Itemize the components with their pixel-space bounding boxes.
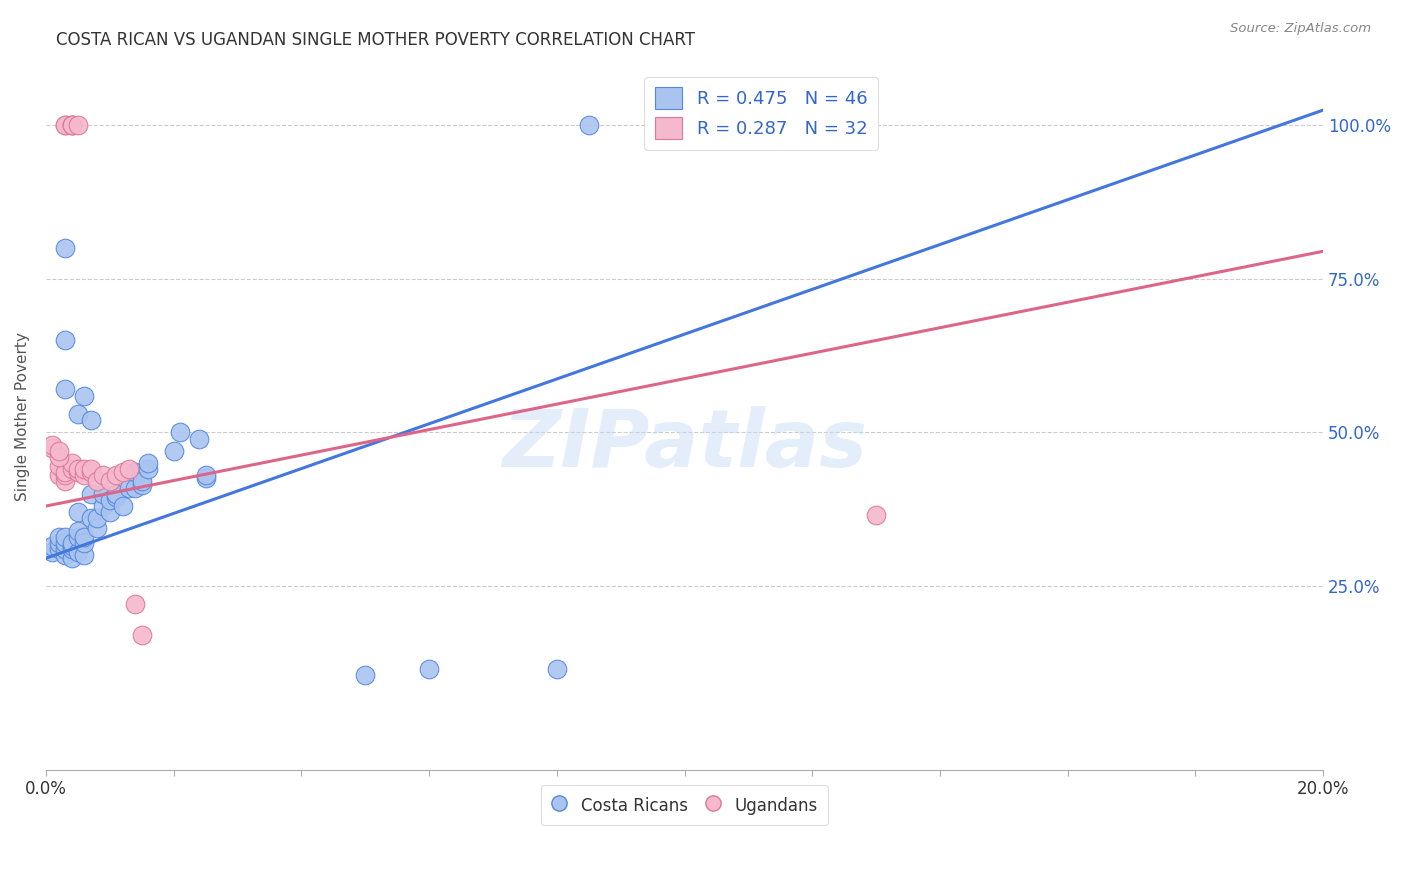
Text: COSTA RICAN VS UGANDAN SINGLE MOTHER POVERTY CORRELATION CHART: COSTA RICAN VS UGANDAN SINGLE MOTHER POV… [56, 31, 695, 49]
Point [48, 536, 70, 550]
Point [66, 505, 89, 519]
Point [53, 541, 76, 556]
Point [60, 539, 83, 553]
Point [41, 441, 63, 455]
Point [48, 459, 70, 474]
Point [73, 536, 96, 550]
Point [118, 462, 141, 476]
Point [131, 477, 153, 491]
Point [86, 475, 108, 489]
Point [79, 465, 101, 479]
Point [93, 499, 115, 513]
Point [354, 668, 377, 682]
Point [53, 119, 76, 133]
Point [188, 432, 211, 446]
Point [41, 437, 63, 451]
Point [66, 119, 89, 133]
Point [546, 662, 568, 676]
Point [801, 115, 824, 129]
Point [79, 487, 101, 501]
Point [41, 545, 63, 559]
Point [53, 548, 76, 562]
Point [48, 443, 70, 458]
Point [48, 468, 70, 483]
Point [163, 443, 186, 458]
Point [66, 407, 89, 421]
Point [53, 119, 76, 133]
Point [53, 536, 76, 550]
Point [105, 468, 128, 483]
Point [60, 119, 83, 133]
Point [73, 548, 96, 562]
Point [418, 662, 440, 676]
Point [60, 119, 83, 133]
Point [73, 530, 96, 544]
Point [98, 492, 121, 507]
Point [93, 468, 115, 483]
Point [53, 465, 76, 479]
Point [105, 490, 128, 504]
Point [79, 462, 101, 476]
Point [79, 413, 101, 427]
Point [53, 468, 76, 483]
Point [111, 499, 134, 513]
Point [169, 425, 191, 440]
Point [53, 241, 76, 255]
Point [105, 487, 128, 501]
Point [66, 465, 89, 479]
Point [60, 456, 83, 470]
Point [98, 475, 121, 489]
Point [98, 505, 121, 519]
Text: Source: ZipAtlas.com: Source: ZipAtlas.com [1230, 22, 1371, 36]
Point [48, 450, 70, 464]
Point [66, 524, 89, 538]
Point [86, 511, 108, 525]
Point [53, 383, 76, 397]
Text: ZIPatlas: ZIPatlas [502, 406, 868, 484]
Point [194, 468, 217, 483]
Point [66, 530, 89, 544]
Point [86, 520, 108, 534]
Point [60, 551, 83, 566]
Point [124, 481, 146, 495]
Point [60, 119, 83, 133]
Y-axis label: Single Mother Poverty: Single Mother Poverty [15, 333, 30, 501]
Point [118, 481, 141, 495]
Point [66, 462, 89, 476]
Point [53, 333, 76, 347]
Point [41, 539, 63, 553]
Point [60, 536, 83, 550]
Point [66, 545, 89, 559]
Point [136, 456, 159, 470]
Legend: Costa Ricans, Ugandans: Costa Ricans, Ugandans [541, 785, 828, 825]
Point [194, 471, 217, 485]
Point [865, 508, 887, 523]
Point [73, 462, 96, 476]
Point [53, 475, 76, 489]
Point [124, 597, 146, 611]
Point [48, 530, 70, 544]
Point [578, 119, 600, 133]
Point [60, 462, 83, 476]
Point [131, 475, 153, 489]
Point [53, 530, 76, 544]
Point [93, 487, 115, 501]
Point [136, 462, 159, 476]
Point [124, 465, 146, 479]
Point [73, 468, 96, 483]
Point [111, 465, 134, 479]
Point [48, 541, 70, 556]
Point [73, 388, 96, 402]
Point [79, 511, 101, 525]
Point [60, 541, 83, 556]
Point [131, 628, 153, 642]
